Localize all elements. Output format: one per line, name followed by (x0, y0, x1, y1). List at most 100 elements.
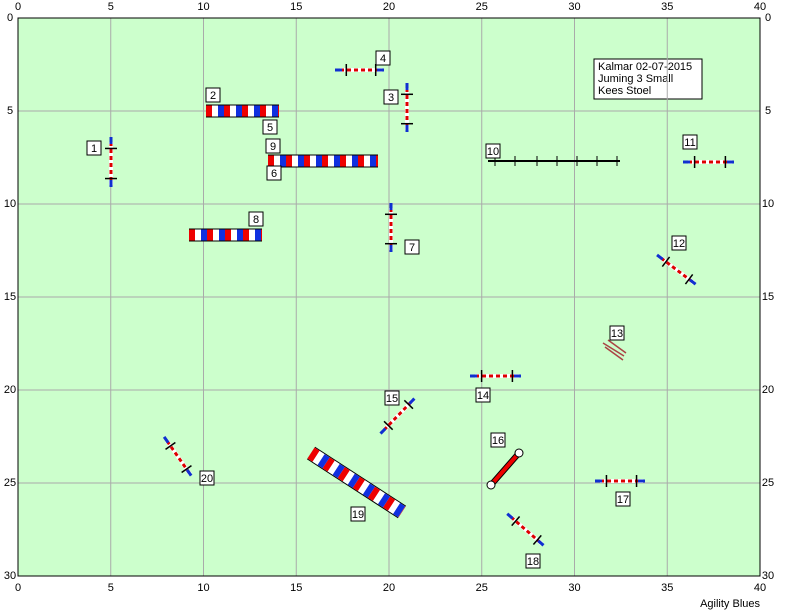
x-tick-label: 10 (197, 1, 209, 13)
x-tick-label: 30 (568, 582, 580, 594)
obstacle-label: 19 (350, 506, 366, 522)
wing (181, 465, 192, 474)
jump (683, 156, 734, 168)
x-tick-label: 40 (754, 582, 766, 594)
label-frame (266, 165, 282, 181)
info-box: Kalmar 02-07-2015 Juming 3 Small Kees St… (593, 58, 703, 100)
tunnel-stripe (307, 447, 406, 518)
x-tick-label: 0 (15, 1, 21, 13)
jump (379, 397, 416, 435)
obstacle-label: 13 (609, 325, 625, 341)
stand (506, 512, 514, 520)
label-frame (682, 134, 698, 150)
obstacle-label: 8 (248, 211, 264, 227)
obstacle-label: 18 (525, 553, 541, 569)
obstacle-label: 17 (615, 491, 631, 507)
y-tick-label: 25 (4, 477, 16, 489)
y-tick-label: 15 (762, 291, 774, 303)
obstacle-number: 9 (270, 141, 276, 153)
wing (383, 420, 394, 431)
stand (689, 278, 697, 286)
y-tick-label: 30 (762, 570, 774, 582)
label-frame (265, 138, 281, 154)
obstacle-number: 16 (492, 435, 504, 447)
y-tick-label: 5 (765, 105, 771, 117)
wing (684, 274, 694, 285)
label-frame (86, 140, 102, 156)
obstacle-number: 14 (477, 390, 489, 402)
obstacle-number: 2 (210, 90, 216, 102)
x-tick-label: 10 (197, 582, 209, 594)
label-frame (475, 387, 491, 403)
obstacle-number: 15 (386, 393, 398, 405)
y-tick-label: 0 (7, 12, 13, 24)
obstacle-label: 10 (485, 143, 501, 159)
label-frame (199, 470, 215, 486)
x-tick-label: 20 (383, 1, 395, 13)
obstacle-label: 2 (205, 87, 221, 103)
stand (408, 397, 416, 405)
field-border (17, 17, 761, 577)
x-tick-label: 35 (661, 1, 673, 13)
y-tick-label: 30 (4, 570, 16, 582)
tunnel (306, 446, 407, 519)
x-tick-label: 20 (383, 582, 395, 594)
jump (506, 512, 545, 547)
obstacle-label: 16 (490, 432, 506, 448)
jump (385, 203, 397, 252)
jump (595, 475, 645, 487)
label-frame (485, 143, 501, 159)
obstacle-number: 11 (684, 137, 695, 149)
footer: Agility Blues (700, 598, 760, 610)
obstacle-label: 4 (375, 50, 391, 66)
y-tick-label: 20 (762, 384, 774, 396)
info-line: Kalmar 02-07-2015 (598, 61, 692, 73)
jump (162, 436, 193, 477)
obstacle-label: 9 (265, 138, 281, 154)
weave (602, 342, 625, 357)
obstacle-label: 1 (86, 140, 102, 156)
obstacle-number: 19 (352, 509, 364, 521)
label-frame (262, 119, 278, 135)
obstacle-number: 12 (673, 238, 685, 250)
weave (607, 339, 627, 354)
obstacle-label: 11 (682, 134, 698, 150)
wing (532, 534, 542, 545)
obstacle-number: 8 (253, 214, 259, 226)
x-tick-label: 15 (290, 582, 302, 594)
y-tick-label: 10 (4, 198, 16, 210)
x-tick-label: 30 (568, 1, 580, 13)
y-tick-label: 15 (4, 291, 16, 303)
label-frame (384, 390, 400, 406)
obstacle-number: 4 (380, 53, 386, 65)
info-line: Juming 3 Small (598, 73, 673, 85)
tire-end (514, 448, 524, 458)
x-tick-label: 40 (754, 1, 766, 13)
jump (470, 370, 521, 382)
wing (403, 399, 414, 410)
x-tick-label: 5 (108, 582, 114, 594)
stand (185, 469, 193, 477)
obstacle-label: 14 (475, 387, 491, 403)
obstacle-number: 17 (617, 494, 629, 506)
obstacle-number: 6 (271, 168, 277, 180)
x-tick-label: 5 (108, 1, 114, 13)
y-tick-label: 10 (762, 198, 774, 210)
stand (537, 539, 545, 547)
jump (335, 64, 384, 76)
y-tick-label: 0 (765, 12, 771, 24)
jump (105, 137, 117, 187)
tire (489, 451, 521, 487)
wing (511, 516, 521, 527)
y-tick-label: 20 (4, 384, 16, 396)
label-frame (350, 506, 366, 522)
obstacle-label: 7 (404, 239, 420, 255)
label-frame (404, 239, 420, 255)
info-frame (593, 58, 703, 100)
obstacle-label: 6 (266, 165, 282, 181)
y-tick-label: 25 (762, 477, 774, 489)
label-frame (205, 87, 221, 103)
info-line: Kees Stoel (598, 85, 651, 97)
x-tick-label: 25 (476, 582, 488, 594)
